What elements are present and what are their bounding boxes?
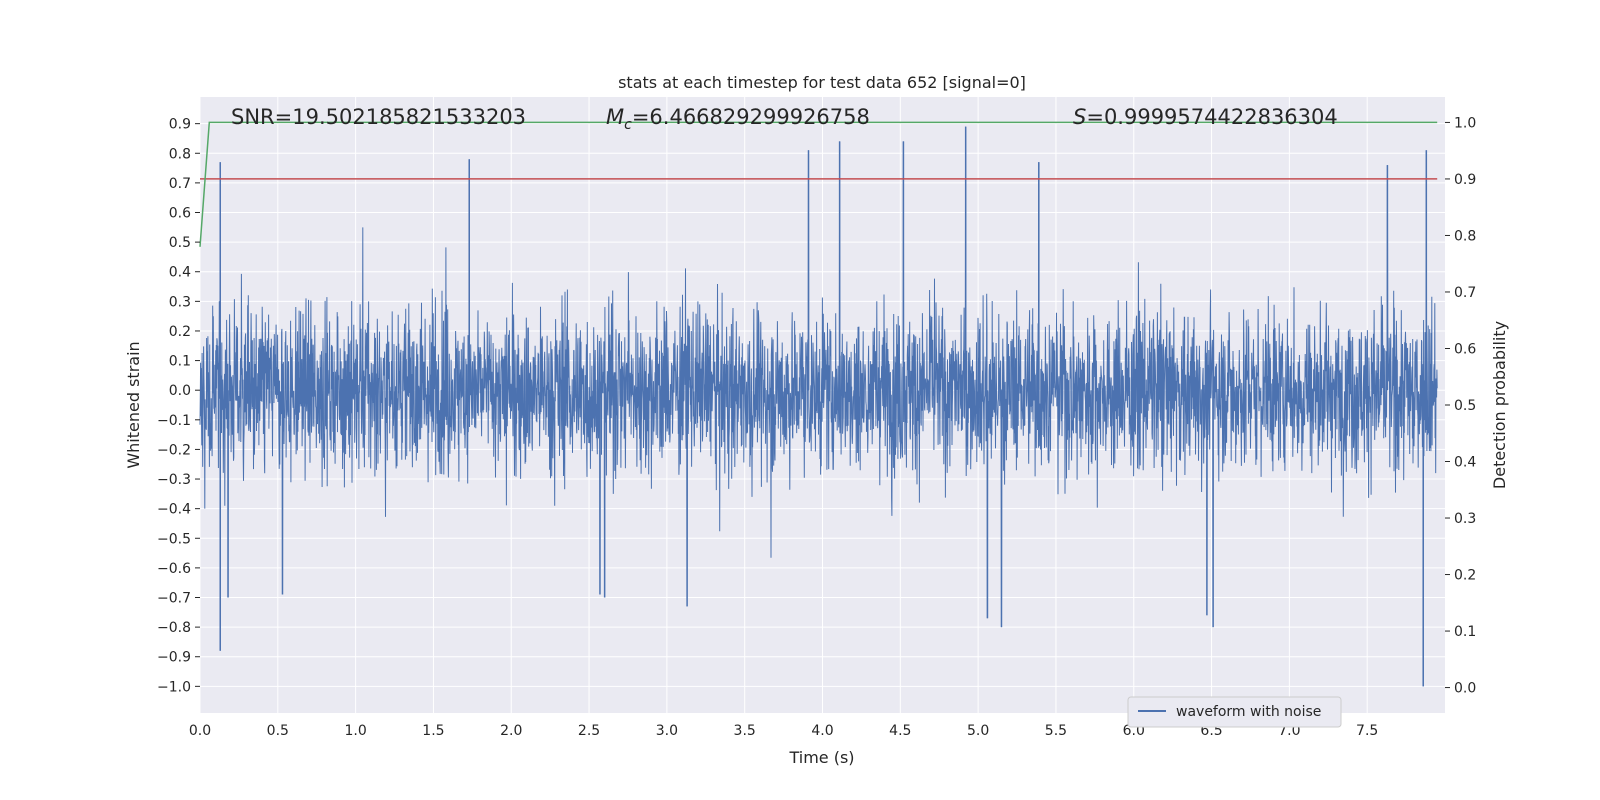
- x-tick-label: 7.5: [1356, 723, 1378, 739]
- y2-tick-label: 0.8: [1454, 228, 1476, 244]
- y2-tick-label: 0.0: [1454, 681, 1476, 697]
- y-tick-label: 0.9: [169, 117, 191, 133]
- y-tick-label: 0.7: [169, 176, 191, 192]
- y-tick-label: −0.8: [157, 620, 191, 636]
- y-tick-label: 0.2: [169, 324, 191, 340]
- legend-label: waveform with noise: [1176, 704, 1321, 720]
- y2-tick-label: 0.7: [1454, 285, 1476, 301]
- y2-tick-label: 0.2: [1454, 568, 1476, 584]
- y-tick-label: −0.9: [157, 650, 191, 666]
- y2-tick-label: 0.5: [1454, 398, 1476, 414]
- x-tick-label: 5.0: [967, 723, 989, 739]
- mc-symbol: M: [606, 105, 624, 129]
- y2-tick-label: 0.9: [1454, 172, 1476, 188]
- x-tick-label: 1.0: [344, 723, 366, 739]
- detection-probability-line: [199, 121, 1438, 247]
- y-axis-ticks: 0.9 0.8 0.7 0.6 0.5 0.4 0.3 0.2 0.1 0.0 −0.1 −0.2 −0…: [157, 117, 200, 695]
- y-tick-label: 0.1: [169, 354, 191, 370]
- y-tick-label: −1.0: [157, 679, 191, 695]
- y-tick-label: 0.3: [169, 294, 191, 310]
- y-tick-label: 0.6: [169, 206, 191, 222]
- y2-tick-label: 0.4: [1454, 455, 1476, 471]
- x-tick-label: 3.5: [734, 723, 756, 739]
- x-tick-label: 4.5: [889, 723, 911, 739]
- s-symbol: S: [1073, 105, 1086, 129]
- y2-tick-label: 0.3: [1454, 511, 1476, 527]
- y-tick-label: 0.0: [169, 383, 191, 399]
- y-tick-label: −0.6: [157, 561, 191, 577]
- x-tick-label: 3.0: [656, 723, 678, 739]
- y-tick-label: −0.5: [157, 531, 191, 547]
- mc-value: =6.466829299926758: [632, 105, 870, 129]
- y-tick-label: −0.2: [157, 442, 191, 458]
- y2-tick-label: 1.0: [1454, 115, 1476, 131]
- y2-axis-ticks: 1.0 0.9 0.8 0.7 0.6 0.5 0.4 0.3 0.2 0.1 0.0: [1445, 115, 1476, 697]
- chart-title: stats at each timestep for test data 652…: [618, 73, 1026, 92]
- y-axis-label: Whitened strain: [124, 341, 143, 468]
- snr-annotation: SNR=19.502185821533203: [231, 105, 526, 129]
- x-axis-label: Time (s): [788, 748, 854, 767]
- y-tick-label: −0.4: [157, 502, 191, 518]
- x-tick-label: 1.5: [422, 723, 444, 739]
- y-tick-label: 0.8: [169, 146, 191, 162]
- x-tick-label: 5.5: [1045, 723, 1067, 739]
- x-tick-label: 0.0: [189, 723, 211, 739]
- waveform-line: [199, 126, 1438, 687]
- x-tick-label: 4.0: [811, 723, 833, 739]
- y-tick-label: −0.1: [157, 413, 191, 429]
- legend: waveform with noise: [1127, 696, 1342, 728]
- s-value: =0.9999574422836304: [1086, 105, 1337, 129]
- probability-series: [199, 121, 1438, 247]
- y-tick-label: −0.7: [157, 591, 191, 607]
- mc-subscript: c: [624, 117, 632, 133]
- x-tick-label: 2.5: [578, 723, 600, 739]
- y-tick-label: 0.5: [169, 235, 191, 251]
- s-annotation: S=0.9999574422836304: [1073, 105, 1338, 129]
- y2-tick-label: 0.6: [1454, 341, 1476, 357]
- mc-annotation: Mc=6.466829299926758: [606, 105, 870, 133]
- waveform-series: [199, 126, 1438, 687]
- x-tick-label: 0.5: [267, 723, 289, 739]
- y2-axis-label: Detection probability: [1490, 321, 1509, 489]
- y-tick-label: −0.3: [157, 472, 191, 488]
- y2-tick-label: 0.1: [1454, 624, 1476, 640]
- legend-box: [1127, 696, 1342, 728]
- y-tick-label: 0.4: [169, 265, 191, 281]
- x-tick-label: 2.0: [500, 723, 522, 739]
